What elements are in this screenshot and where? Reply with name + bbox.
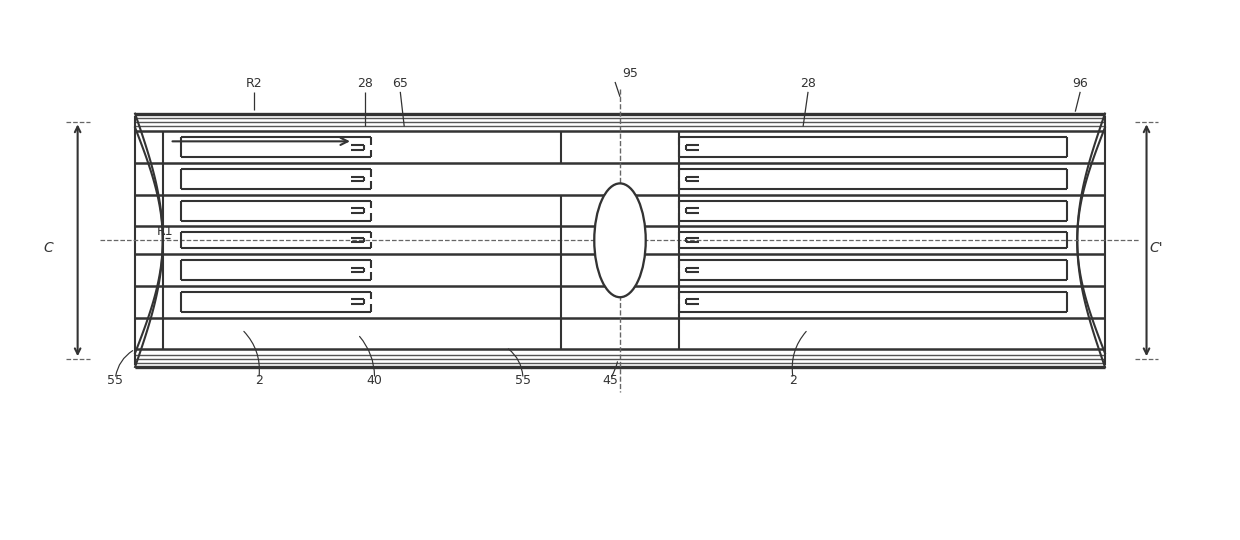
Ellipse shape: [594, 184, 646, 297]
Text: C': C': [1149, 241, 1163, 255]
Text: 45: 45: [603, 374, 618, 387]
Text: 65: 65: [392, 77, 408, 90]
Text: 55: 55: [515, 374, 531, 387]
Text: 2: 2: [254, 374, 263, 387]
Text: 28: 28: [800, 77, 816, 90]
Text: 55: 55: [107, 374, 123, 387]
Text: 95: 95: [622, 67, 637, 80]
Text: R2: R2: [246, 77, 262, 90]
Text: 28: 28: [357, 77, 372, 90]
Text: C: C: [43, 241, 53, 255]
Text: 40: 40: [367, 374, 382, 387]
Text: 2: 2: [790, 374, 797, 387]
Text: R1: R1: [156, 225, 174, 238]
Text: 96: 96: [1073, 77, 1087, 90]
